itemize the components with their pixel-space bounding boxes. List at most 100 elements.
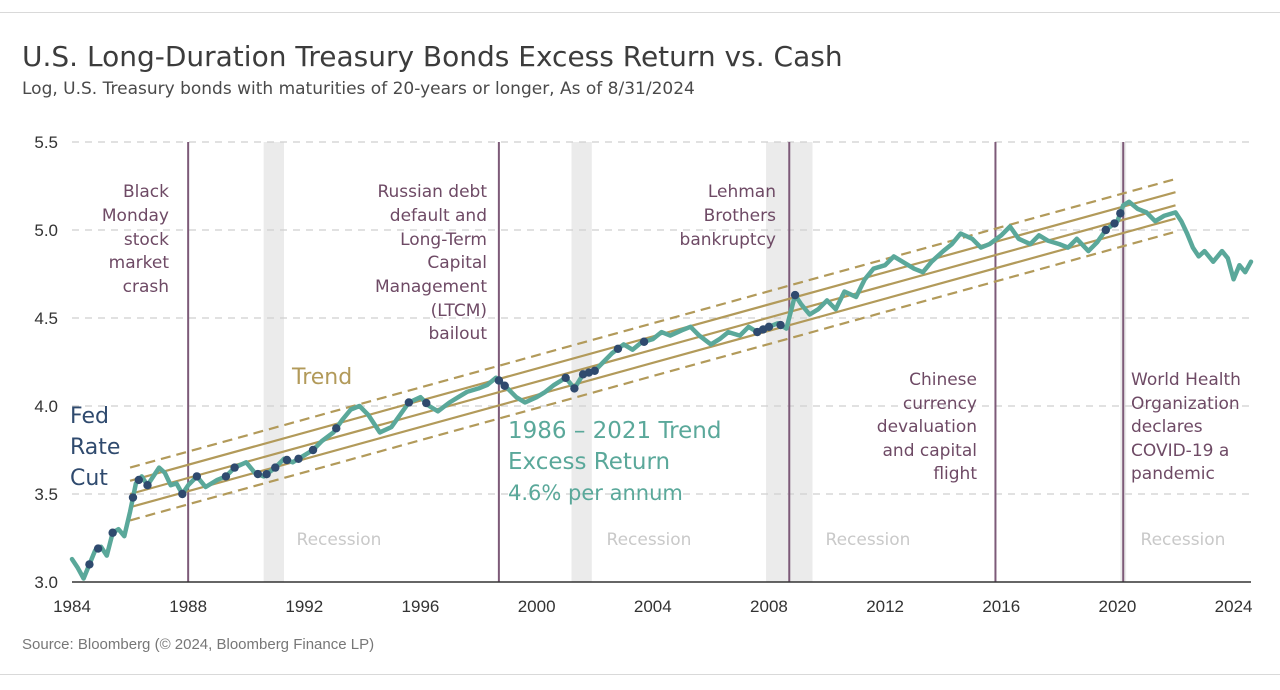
fed-rate-cut-dot — [404, 398, 414, 407]
x-tick-label: 2012 — [866, 597, 904, 616]
annotation-line: World Health — [1131, 370, 1241, 390]
annotation-line: Organization — [1131, 394, 1240, 414]
fed-rate-cut-dot — [134, 475, 143, 485]
fed-rate-cut-dot — [262, 470, 271, 479]
fed-rate-cut-markers — [85, 209, 1125, 569]
recession-label: Recession — [297, 530, 382, 550]
china-devaluation-annotation: Chinese currency devaluation and capital… — [877, 370, 978, 484]
fed-rate-cut-dot — [271, 463, 280, 472]
recession-label: Recession — [1141, 530, 1226, 550]
x-tick-label: 1992 — [285, 597, 323, 616]
fed-rate-cut-dot — [143, 481, 152, 490]
annotation-line: Monday — [102, 206, 169, 226]
event-lines — [187, 142, 1125, 582]
annotation-line: stock — [124, 230, 169, 250]
fed-rate-cut-dot — [230, 463, 239, 472]
x-tick-label: 1984 — [53, 597, 91, 616]
trend-channel — [129, 177, 1176, 522]
fed-rate-cut-dot — [108, 528, 117, 537]
annotation-line: crash — [123, 277, 169, 297]
x-tick-label: 2000 — [518, 597, 556, 616]
annotation-line: default and — [390, 206, 487, 226]
y-tick-label: 4.0 — [34, 397, 58, 416]
fed-rate-cut-dot — [613, 344, 623, 353]
bottom-rule — [0, 674, 1280, 675]
trend-return-label: 1986 – 2021 Trend Excess Return 4.6% per… — [508, 418, 721, 505]
annotation-line: declares — [1131, 417, 1203, 437]
fed-rate-cut-dot — [85, 560, 94, 569]
trend-band-dashed — [129, 230, 1176, 522]
russia-ltcm-annotation: Russian debt default and Long-Term Capit… — [375, 182, 487, 344]
fed-rate-cut-dot — [308, 445, 318, 455]
y-tick-label: 4.5 — [34, 309, 58, 328]
annotation-line: Chinese — [909, 370, 977, 390]
fed-rate-cut-dot — [294, 454, 303, 463]
fed-rate-cut-label: Fed Rate Cut — [70, 404, 120, 491]
fed-rate-cut-dot — [590, 366, 599, 375]
fed-rate-cut-dot — [500, 381, 509, 390]
x-tick-label: 2020 — [1099, 597, 1137, 616]
fed-rate-cut-dot — [93, 544, 103, 553]
annotation-line: flight — [933, 464, 977, 484]
fed-rate-cut-dot — [178, 489, 187, 499]
x-tick-label: 2016 — [982, 597, 1020, 616]
fed-label-line: Fed — [70, 404, 109, 429]
lehman-annotation: Lehman Brothers bankruptcy — [680, 182, 777, 250]
trend-line — [129, 217, 1176, 509]
fed-rate-cut-dot — [128, 493, 138, 502]
top-rule — [0, 12, 1280, 13]
gridlines — [72, 141, 1251, 495]
x-tick-label: 2024 — [1215, 597, 1253, 616]
y-tick-label: 5.0 — [34, 221, 58, 240]
annotation-line: Black — [123, 182, 169, 202]
y-tick-label: 3.0 — [34, 573, 58, 592]
excess-return-series — [69, 199, 1254, 581]
fed-rate-cut-dot — [332, 424, 341, 433]
recession-band — [263, 142, 284, 582]
annotation-line: Lehman — [708, 182, 776, 202]
black-monday-annotation: Black Monday stock market crash — [102, 182, 169, 297]
annotation-line: Brothers — [704, 206, 777, 226]
x-tick-label: 2008 — [750, 597, 788, 616]
recession-band — [571, 142, 592, 582]
fed-label-line: Rate — [70, 435, 120, 460]
fed-label-line: Cut — [70, 466, 108, 491]
chart-title: U.S. Long-Duration Treasury Bonds Excess… — [22, 40, 843, 73]
y-tick-label: 5.5 — [34, 133, 58, 152]
trend-label: Trend — [291, 365, 352, 390]
fed-rate-cut-dot — [561, 373, 570, 383]
x-tick-label: 2004 — [634, 597, 672, 616]
annotation-line: Capital — [427, 253, 487, 273]
trend-rate-label: 4.6% per annum — [508, 481, 683, 505]
fed-rate-cut-dot — [790, 290, 800, 300]
annotation-line: market — [109, 253, 170, 273]
chart-subtitle: Log, U.S. Treasury bonds with maturities… — [22, 79, 695, 99]
fed-rate-cut-dot — [221, 472, 231, 481]
excess-return-line — [69, 199, 1254, 581]
trend-return-line: 1986 – 2021 Trend — [508, 418, 721, 444]
fed-rate-cut-dot — [253, 469, 263, 479]
annotation-line: bailout — [429, 324, 488, 344]
annotation-line: pandemic — [1131, 464, 1215, 484]
trend-line — [129, 204, 1176, 496]
y-tick-label: 3.5 — [34, 485, 58, 504]
fed-rate-cut-dot — [570, 384, 579, 393]
x-tick-label: 1988 — [169, 597, 207, 616]
annotation-line: Russian debt — [377, 182, 487, 202]
x-tick-label: 1996 — [402, 597, 440, 616]
annotation-line: and capital — [883, 441, 977, 461]
annotation-line: currency — [903, 394, 977, 414]
fed-rate-cut-dot — [422, 398, 431, 408]
fed-rate-cut-dot — [1110, 219, 1119, 228]
annotation-line: bankruptcy — [680, 230, 776, 250]
trend-band-dashed — [129, 177, 1176, 469]
fed-rate-cut-dot — [192, 472, 202, 481]
source-note: Source: Bloomberg (© 2024, Bloomberg Fin… — [22, 636, 375, 653]
annotation-line: COVID-19 a — [1131, 441, 1229, 461]
fed-rate-cut-dot — [282, 455, 292, 465]
fed-rate-cut-dot — [1101, 225, 1111, 235]
annotation-line: devaluation — [877, 417, 977, 437]
fed-rate-cut-dot — [494, 376, 504, 385]
trend-return-line: Excess Return — [508, 449, 670, 475]
